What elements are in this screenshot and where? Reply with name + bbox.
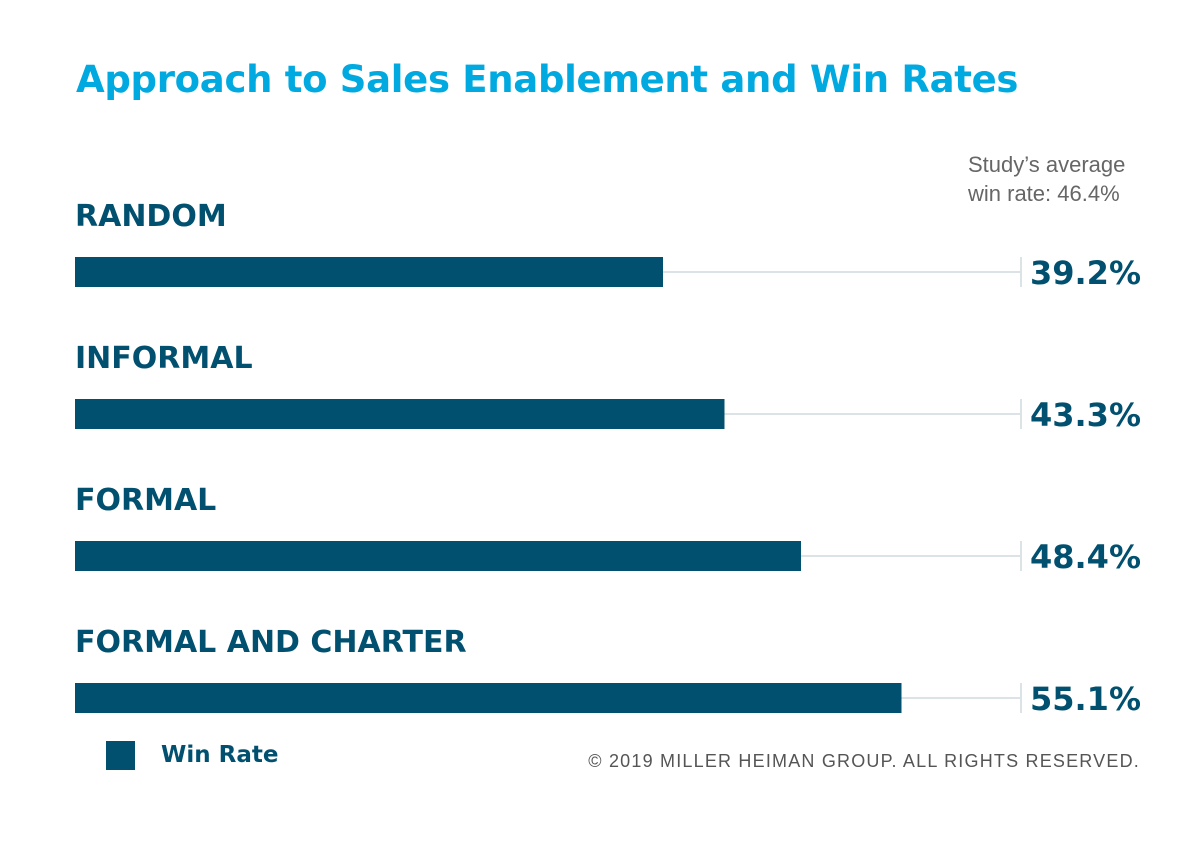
copyright-notice: © 2019 MILLER HEIMAN GROUP. ALL RIGHTS R… — [588, 751, 1140, 771]
bar-random — [75, 257, 663, 287]
value-label-random: 39.2% — [1030, 254, 1141, 292]
bar-formal-and-charter — [75, 683, 902, 713]
average-note-line-1: Study’s average — [968, 152, 1126, 177]
value-label-informal: 43.3% — [1030, 396, 1141, 434]
bar-formal — [75, 541, 801, 571]
legend-swatch — [106, 740, 135, 770]
bar-informal — [75, 399, 725, 429]
category-label-formal: FORMAL — [75, 483, 216, 518]
category-label-informal: INFORMAL — [75, 341, 253, 376]
value-label-formal-and-charter: 55.1% — [1030, 680, 1141, 718]
average-note-line-2: win rate: 46.4% — [968, 181, 1120, 206]
average-win-rate-note: Study’s average win rate: 46.4% — [968, 150, 1125, 208]
chart-title: Approach to Sales Enablement and Win Rat… — [76, 58, 1019, 101]
value-label-formal: 48.4% — [1030, 538, 1141, 576]
category-label-random: RANDOM — [75, 199, 227, 234]
legend: Win Rate — [106, 740, 278, 770]
legend-label: Win Rate — [161, 742, 279, 768]
category-label-formal-and-charter: FORMAL AND CHARTER — [75, 625, 467, 660]
